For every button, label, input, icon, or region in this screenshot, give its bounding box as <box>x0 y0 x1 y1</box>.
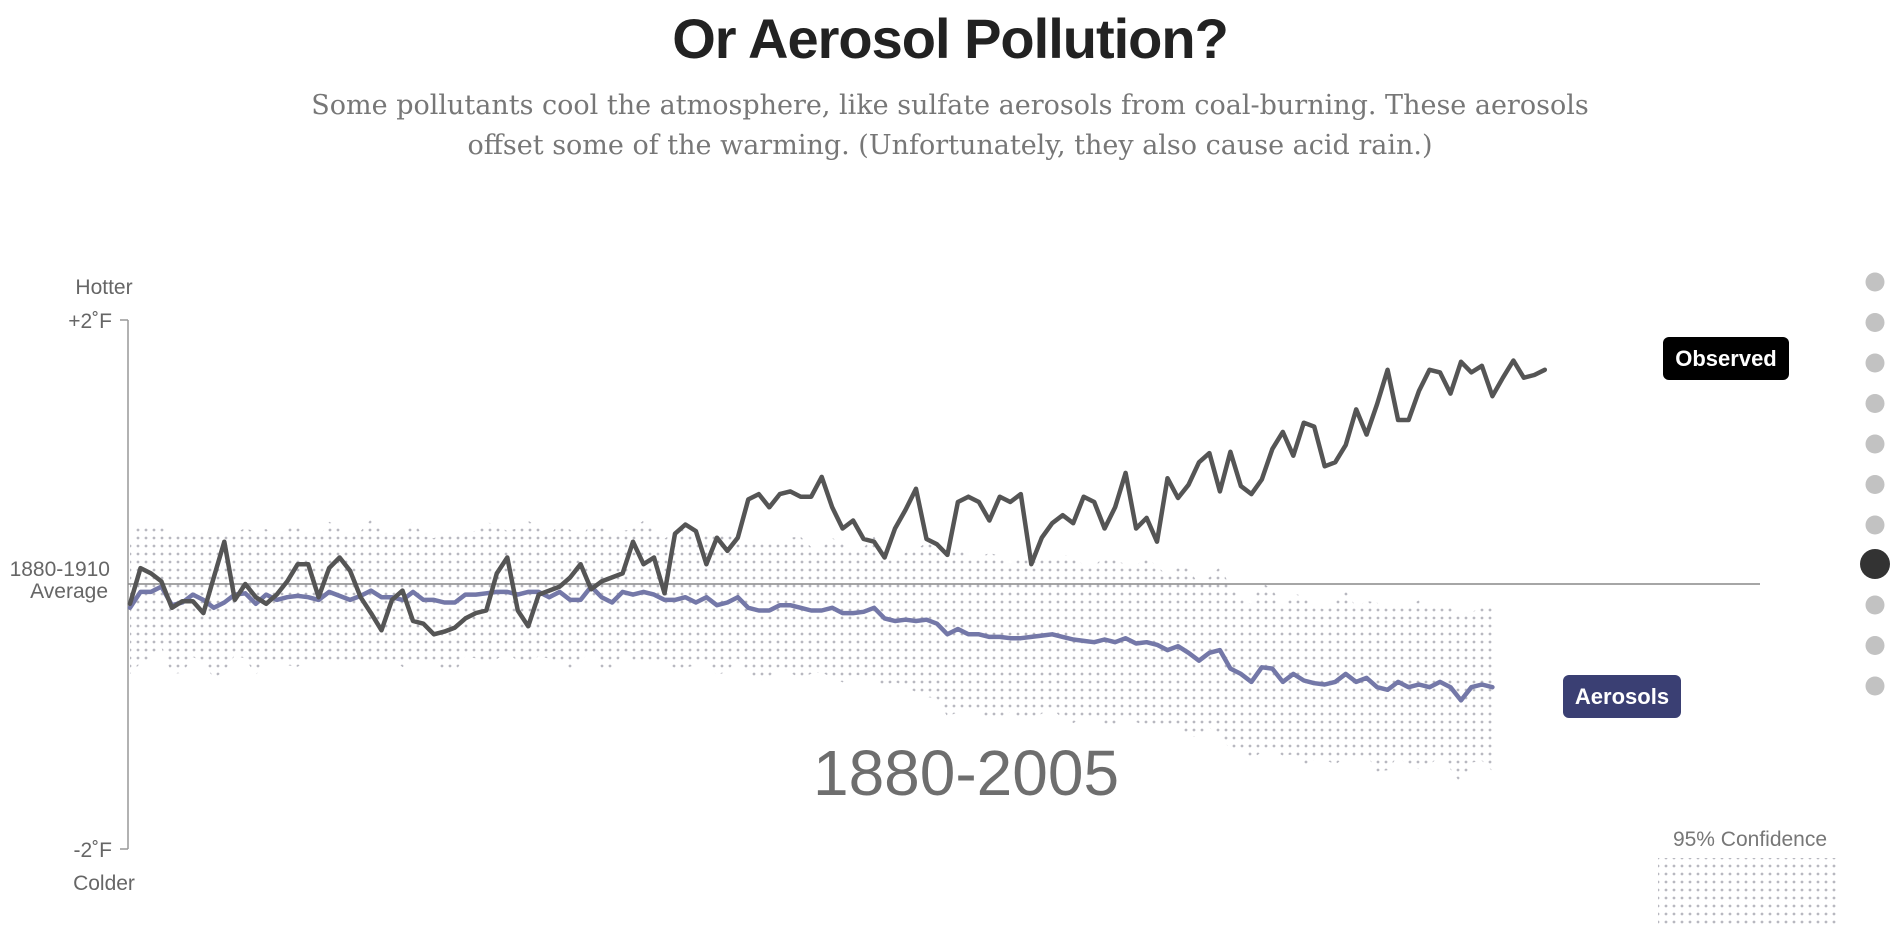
slide-nav-dot[interactable] <box>1865 676 1885 696</box>
slide-nav-dot[interactable] <box>1865 515 1885 535</box>
aerosols-series-tag: Aerosols <box>1563 675 1681 718</box>
y-axis-bottom-caption: Colder <box>73 872 135 895</box>
page-title: Or Aerosol Pollution? <box>672 7 1229 70</box>
period-label: 1880-2005 <box>813 737 1119 809</box>
slide-nav-dot[interactable] <box>1865 636 1885 655</box>
observed-tag-label: Observed <box>1675 346 1777 371</box>
observed-series-tag: Observed <box>1663 337 1789 380</box>
slide-nav-dot[interactable] <box>1865 353 1885 373</box>
slide-nav-dot[interactable] <box>1865 272 1885 292</box>
slide-nav-dot[interactable] <box>1860 549 1890 579</box>
observed-series-line <box>127 358 1548 637</box>
baseline-label-line2: Average <box>30 580 108 603</box>
axis-layer: Hotter +2˚F -2˚F Colder 1880-1910 Averag… <box>10 276 1760 895</box>
aerosols-tag-label: Aerosols <box>1575 684 1669 709</box>
confidence-legend-swatch <box>1658 858 1840 926</box>
slide-nav[interactable] <box>1860 272 1890 696</box>
slide-nav-dot[interactable] <box>1865 475 1885 494</box>
confidence-legend-label: 95% Confidence <box>1673 828 1827 851</box>
y-tick-label-bottom: -2˚F <box>74 839 113 862</box>
slide-nav-dot[interactable] <box>1865 434 1885 454</box>
baseline-label-line1: 1880-1910 <box>10 558 110 581</box>
slide-nav-dot[interactable] <box>1865 313 1885 332</box>
series-layer <box>127 358 1548 703</box>
observed-tag-box <box>1663 337 1789 380</box>
y-tick-label-top: +2˚F <box>68 310 112 333</box>
aerosols-series-line <box>127 584 1495 703</box>
y-axis-top-caption: Hotter <box>75 276 132 299</box>
slide-nav-dot[interactable] <box>1865 595 1885 615</box>
confidence-legend: 95% Confidence <box>1658 828 1840 926</box>
confidence-band <box>130 519 1493 784</box>
confidence-band-layer <box>130 519 1493 784</box>
aerosols-tag-box <box>1563 675 1681 718</box>
page-subtitle: Some pollutants cool the atmosphere, lik… <box>311 90 1589 161</box>
slide-nav-dot[interactable] <box>1865 394 1885 413</box>
